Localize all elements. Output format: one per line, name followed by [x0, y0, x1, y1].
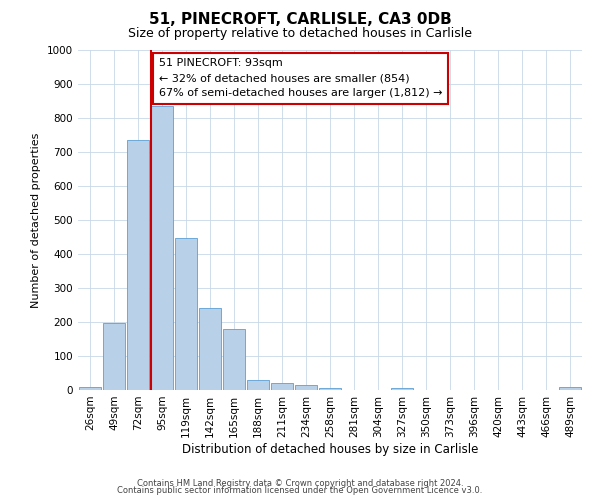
Bar	[223, 330, 245, 390]
Bar	[295, 385, 317, 390]
Text: Size of property relative to detached houses in Carlisle: Size of property relative to detached ho…	[128, 28, 472, 40]
Bar	[79, 386, 101, 390]
Bar	[103, 323, 125, 390]
Bar	[559, 386, 581, 390]
Text: 51, PINECROFT, CARLISLE, CA3 0DB: 51, PINECROFT, CARLISLE, CA3 0DB	[149, 12, 451, 28]
Text: Contains HM Land Registry data © Crown copyright and database right 2024.: Contains HM Land Registry data © Crown c…	[137, 478, 463, 488]
Bar	[391, 388, 413, 390]
Bar	[151, 106, 173, 390]
Text: Contains public sector information licensed under the Open Government Licence v3: Contains public sector information licen…	[118, 486, 482, 495]
Bar	[319, 388, 341, 390]
Bar	[247, 380, 269, 390]
Text: 51 PINECROFT: 93sqm
← 32% of detached houses are smaller (854)
67% of semi-detac: 51 PINECROFT: 93sqm ← 32% of detached ho…	[158, 58, 442, 98]
Bar	[271, 383, 293, 390]
Bar	[175, 238, 197, 390]
Y-axis label: Number of detached properties: Number of detached properties	[31, 132, 41, 308]
Bar	[199, 308, 221, 390]
Bar	[127, 140, 149, 390]
X-axis label: Distribution of detached houses by size in Carlisle: Distribution of detached houses by size …	[182, 442, 478, 456]
